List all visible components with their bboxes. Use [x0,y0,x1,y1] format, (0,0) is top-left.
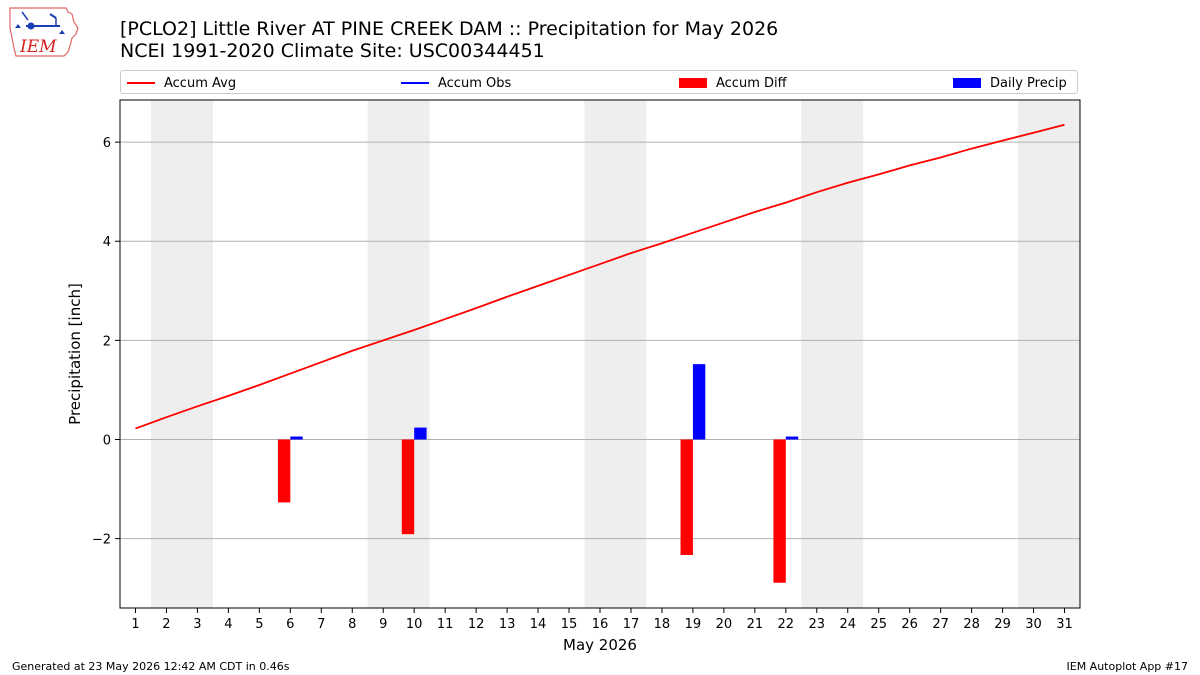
legend-swatch-accum-obs [401,82,429,84]
legend-swatch-accum-avg [127,82,155,84]
x-tick-label: 19 [685,617,702,632]
x-tick-label: 31 [1056,617,1073,632]
legend-label-daily-precip: Daily Precip [990,75,1067,91]
x-tick-label: 24 [839,617,856,632]
legend-swatch-accum-diff [679,78,707,88]
legend-swatch-daily-precip [953,78,981,88]
x-tick-label: 25 [870,617,887,632]
x-tick-label: 15 [561,617,578,632]
x-tick-label: 5 [255,617,263,632]
y-tick-label: 2 [103,334,111,349]
y-tick-label: −2 [92,533,111,548]
y-tick-label: 0 [103,433,111,448]
chart-title: [PCLO2] Little River AT PINE CREEK DAM :… [120,18,779,40]
weather-station-icon [15,11,65,34]
daily-precip-bar [290,436,303,440]
weekend-band [1018,100,1080,608]
accum-diff-bar [680,439,693,555]
x-axis-label: May 2026 [563,636,637,654]
x-tick-label: 6 [286,617,294,632]
app-credit: IEM Autoplot App #17 [1066,660,1189,673]
chart-legend: Accum Avg Accum Obs Accum Diff Daily Pre… [120,70,1078,94]
x-tick-label: 18 [654,617,671,632]
weekend-band [367,100,430,608]
x-tick-label: 8 [348,617,356,632]
accum-avg-line [135,123,1065,430]
x-tick-label: 1 [131,617,139,632]
accum-diff-bar [401,439,415,535]
accum-diff-bar [277,439,291,503]
x-tick-label: 28 [963,617,980,632]
weekend-band [150,100,213,608]
x-tick-label: 14 [530,617,547,632]
legend-label-accum-diff: Accum Diff [716,75,787,91]
x-tick-label: 3 [193,617,201,632]
generated-timestamp: Generated at 23 May 2026 12:42 AM CDT in… [12,660,290,673]
y-axis-ticks: −2 0 2 4 6 [92,136,120,548]
x-tick-label: 21 [747,617,764,632]
legend-item-accum-avg: Accum Avg [127,73,236,93]
x-tick-label: 20 [716,617,733,632]
legend-label-accum-avg: Accum Avg [164,75,237,91]
daily-precip-bar [785,436,799,440]
x-tick-label: 11 [437,617,454,632]
logo-text: IEM [19,37,57,57]
x-tick-label: 4 [224,617,232,632]
daily-precip-bar [414,427,427,440]
x-tick-label: 12 [468,617,485,632]
x-tick-label: 26 [901,617,918,632]
x-tick-label: 9 [379,617,387,632]
y-tick-label: 4 [103,235,111,250]
x-tick-label: 17 [623,617,640,632]
x-tick-label: 10 [406,617,423,632]
y-axis-label: Precipitation [inch] [66,283,84,425]
legend-item-accum-obs: Accum Obs [401,73,511,93]
legend-label-accum-obs: Accum Obs [438,75,512,91]
x-tick-label: 27 [932,617,949,632]
x-tick-label: 23 [809,617,826,632]
x-tick-label: 16 [592,617,609,632]
bar-layer [277,364,799,583]
legend-item-daily-precip: Daily Precip [953,73,1067,93]
grid-layer [120,141,1080,540]
accum-diff-bar [773,439,786,583]
x-axis-ticks: 1 2 3 4 5 6 7 8 9 10 11 12 13 14 15 16 17 18 19 20 21 22 23 24 2… [131,608,1073,632]
x-tick-label: 7 [317,617,325,632]
weekend-band [584,100,647,608]
legend-item-accum-diff: Accum Diff [679,73,787,93]
y-tick-label: 6 [103,136,111,151]
iowa-state-map-icon [9,7,79,57]
weekend-band [801,100,864,608]
x-tick-label: 22 [778,617,795,632]
weekend-shading-layer [150,100,1080,608]
x-tick-label: 2 [162,617,170,632]
x-tick-label: 13 [499,617,516,632]
line-layer [135,123,1065,430]
x-tick-label: 29 [994,617,1011,632]
chart-subtitle: NCEI 1991-2020 Climate Site: USC00344451 [120,40,545,62]
x-tick-label: 30 [1025,617,1042,632]
daily-precip-bar [692,364,706,440]
iem-logo: IEM [9,7,79,57]
